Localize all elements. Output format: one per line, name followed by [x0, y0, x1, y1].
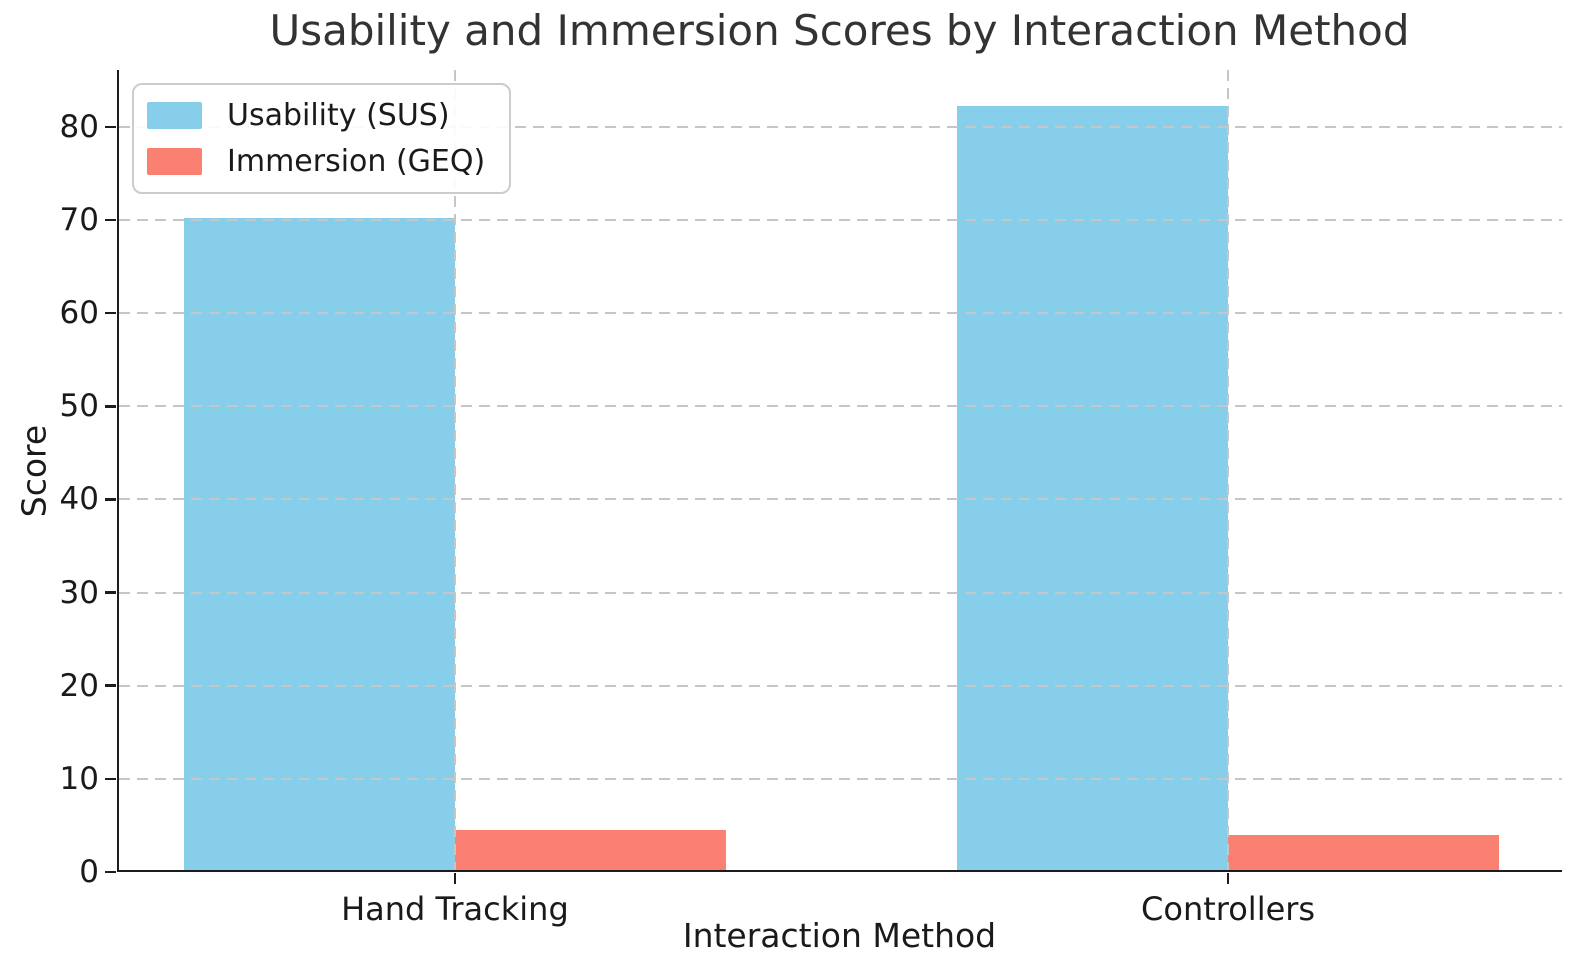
y-tick-label: 60 — [59, 295, 99, 332]
y-tick-mark — [105, 405, 116, 408]
bar-usability-sus-hand-tracking — [184, 217, 455, 870]
y-axis-label: Score — [14, 424, 54, 518]
horizontal-gridline — [119, 777, 1562, 780]
x-tick-mark — [1226, 873, 1230, 884]
x-tick-label: Hand Tracking — [341, 890, 569, 928]
vertical-gridline — [453, 70, 456, 870]
legend-label: Immersion (GEQ) — [227, 144, 486, 179]
x-tick-mark — [453, 873, 457, 884]
plot-area: 0 10 20 30 40 50 60 70 80 Hand Tracking Controller… — [60, 70, 1562, 928]
y-tick-label: 20 — [59, 667, 99, 704]
ticks-layer: 0 10 20 30 40 50 60 70 80 Hand Tracking Controller… — [60, 70, 1562, 928]
x-axis-label: Interaction Method — [682, 916, 997, 955]
y-tick-label: 40 — [59, 481, 99, 518]
bar-immersion-geq-hand-tracking — [454, 829, 726, 870]
y-tick-mark — [105, 498, 116, 501]
y-tick-mark — [105, 684, 116, 687]
legend: Usability (SUS) Immersion (GEQ) — [132, 83, 512, 194]
y-tick-mark — [105, 870, 116, 874]
legend-swatch — [147, 102, 202, 129]
horizontal-gridline — [119, 498, 1562, 501]
y-tick-mark — [105, 311, 116, 315]
y-tick-label: 30 — [59, 574, 99, 611]
legend-swatch — [147, 148, 202, 175]
horizontal-gridline — [119, 312, 1562, 315]
legend-label: Usability (SUS) — [227, 98, 450, 133]
y-tick-label: 10 — [59, 760, 99, 797]
horizontal-gridline — [119, 591, 1562, 594]
legend-item: Immersion (GEQ) — [147, 144, 485, 179]
y-tick-mark — [105, 591, 116, 594]
bars-layer — [119, 70, 1562, 870]
y-tick-label: 70 — [59, 201, 99, 238]
gridlines-layer — [119, 70, 1562, 870]
y-tick-label: 80 — [59, 108, 99, 145]
y-tick-mark — [105, 125, 116, 129]
y-tick-label: 0 — [79, 854, 99, 890]
horizontal-gridline — [119, 218, 1562, 221]
y-tick-label: 50 — [59, 388, 99, 425]
chart-title: Usability and Immersion Scores by Intera… — [269, 6, 1410, 55]
bar-usability-sus-controllers — [957, 106, 1229, 870]
horizontal-gridline — [119, 684, 1562, 687]
y-tick-mark — [105, 777, 116, 781]
bar-immersion-geq-controllers — [1228, 834, 1499, 870]
horizontal-gridline — [119, 405, 1562, 408]
legend-item: Usability (SUS) — [147, 98, 485, 133]
y-tick-mark — [105, 218, 116, 222]
horizontal-gridline — [119, 125, 1562, 128]
vertical-gridline — [1227, 70, 1230, 870]
x-tick-label: Controllers — [1141, 890, 1316, 928]
